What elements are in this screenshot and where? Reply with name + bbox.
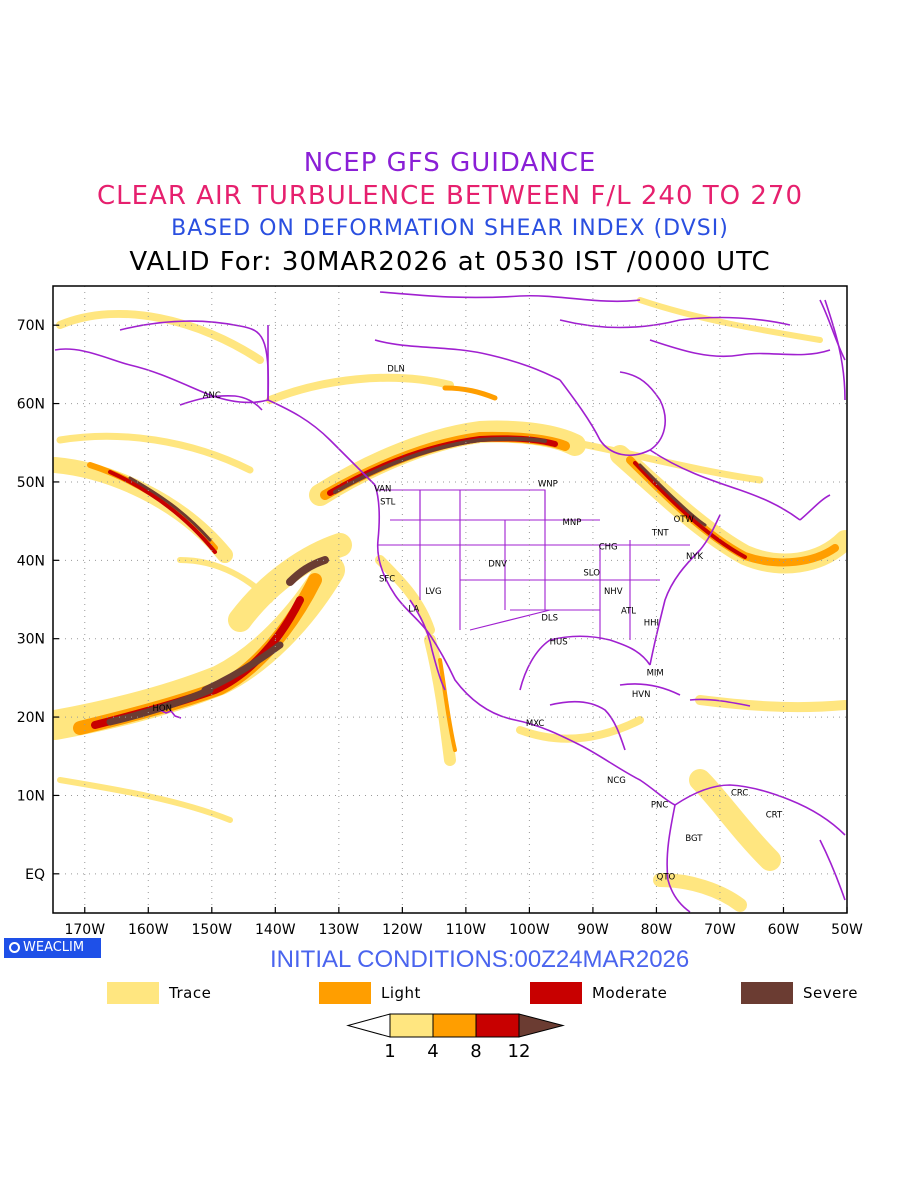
station-label: DLS [541, 614, 558, 624]
station-label: STL [380, 498, 396, 508]
initial-conditions: INITIAL CONDITIONS:00Z24MAR2026 [270, 946, 690, 973]
lon-tick-label: 150W [192, 922, 233, 938]
station-label: HHI [644, 618, 659, 628]
lon-tick-label: 130W [319, 922, 360, 938]
title-product: CLEAR AIR TURBULENCE BETWEEN F/L 240 TO … [96, 181, 804, 211]
lon-tick-label: 50W [831, 922, 863, 938]
station-label: PNC [651, 800, 668, 810]
legend-label-moderate: Moderate [592, 984, 668, 1002]
lat-tick-label: 40N [17, 553, 45, 569]
station-label: NHV [604, 587, 623, 597]
graticule [53, 286, 847, 913]
station-label: NCG [607, 776, 626, 786]
station-label: HON [153, 704, 172, 714]
station-label: TNT [651, 528, 670, 538]
station-label: CRT [766, 810, 783, 820]
legend-label-severe: Severe [803, 984, 858, 1002]
lat-tick-label: EQ [25, 867, 45, 883]
station-labels: DLN ANC VAN STL WNP MNP OTW TNT CHG NYK DNV SFC SLO L… [153, 365, 783, 883]
lat-tick-label: 60N [17, 397, 45, 413]
axis-ticks: 70N 60N 50N 40N 30N 20N 10N EQ 170W 160W 150W 140W 1… [17, 318, 863, 938]
station-label: LA [408, 604, 419, 614]
legend-swatch-severe [741, 982, 793, 1004]
station-label: HVN [632, 690, 651, 700]
map-frame [52, 285, 848, 914]
station-label: SFC [379, 575, 395, 585]
logo-label: WEACLIM [23, 940, 85, 955]
station-label: DLN [387, 365, 405, 375]
station-label: VAN [374, 484, 391, 494]
station-label: BGT [685, 834, 703, 844]
station-label: QTO [657, 872, 676, 882]
title-method: BASED ON DEFORMATION SHEAR INDEX (DVSI) [171, 216, 729, 241]
station-label: CRC [731, 789, 748, 799]
station-label: DNV [488, 560, 507, 570]
lat-tick-label: 70N [17, 318, 45, 334]
lon-tick-label: 70W [704, 922, 736, 938]
legend-label-light: Light [381, 984, 421, 1002]
turbulence-trace-layer [53, 297, 847, 912]
station-label: HUS [550, 637, 568, 647]
title-valid-time: VALID For: 30MAR2026 at 0530 IST /0000 U… [129, 247, 771, 277]
lat-tick-label: 30N [17, 632, 45, 648]
lat-tick-label: 50N [17, 475, 45, 491]
lon-tick-label: 120W [382, 922, 423, 938]
logo-circle-icon [9, 942, 20, 953]
station-label: NYK [686, 552, 704, 562]
lon-tick-label: 160W [128, 922, 169, 938]
lon-tick-label: 170W [64, 922, 105, 938]
lon-tick-label: 110W [446, 922, 487, 938]
legend-swatch-trace [107, 982, 159, 1004]
station-label: MXC [526, 719, 545, 729]
station-label: ANC [203, 391, 221, 401]
lon-tick-label: 80W [641, 922, 673, 938]
lat-tick-label: 10N [17, 788, 45, 804]
weaclim-logo: WEACLIM [4, 938, 101, 958]
station-label: CHG [599, 542, 618, 552]
lat-tick-label: 20N [17, 710, 45, 726]
lon-tick-label: 90W [577, 922, 609, 938]
lon-tick-label: 140W [255, 922, 296, 938]
lon-tick-label: 60W [768, 922, 800, 938]
station-label: LVG [425, 587, 441, 597]
lon-tick-label: 100W [509, 922, 550, 938]
station-label: WNP [538, 480, 558, 490]
station-label: MIM [647, 669, 664, 679]
station-label: MNP [563, 518, 582, 528]
legend-label-trace: Trace [169, 984, 212, 1002]
station-label: SLO [583, 568, 600, 578]
coastlines [54, 291, 846, 913]
title-model: NCEP GFS GUIDANCE [303, 148, 597, 178]
state-borders [378, 489, 690, 640]
station-label: ATL [621, 607, 636, 617]
legend-swatch-moderate [530, 982, 582, 1004]
legend-swatch-light [319, 982, 371, 1004]
station-label: OTW [674, 515, 695, 525]
